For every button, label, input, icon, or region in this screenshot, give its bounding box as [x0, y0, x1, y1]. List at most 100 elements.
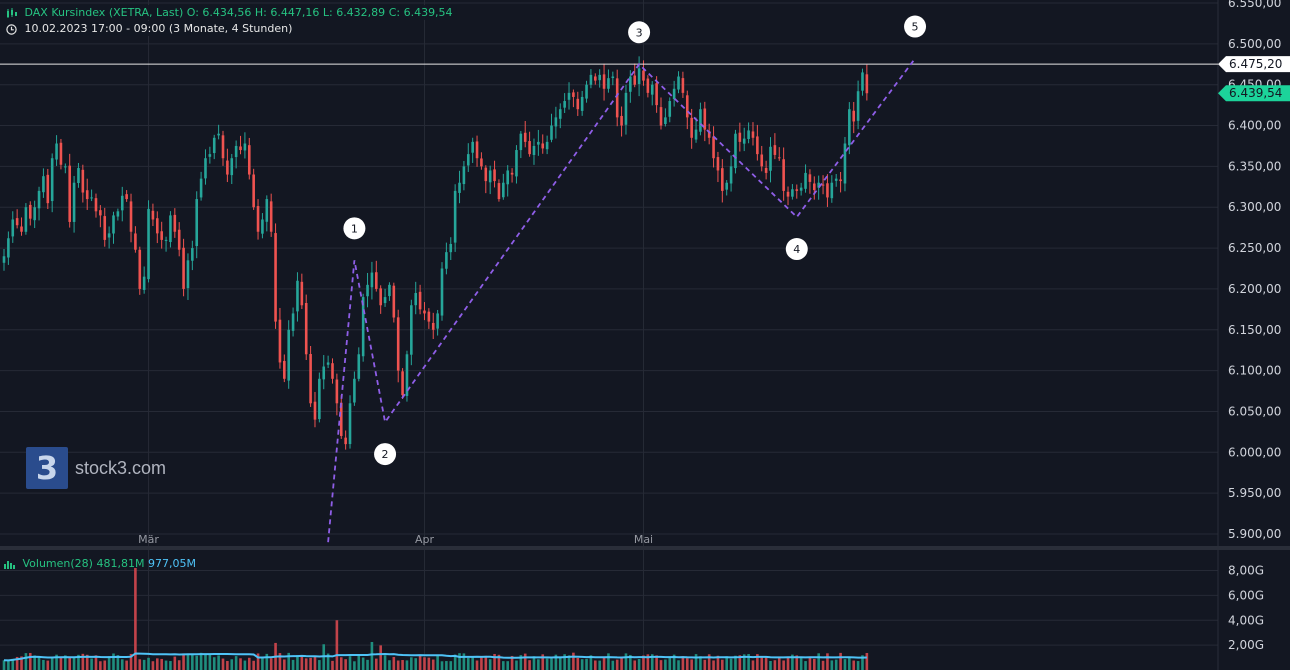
candle-body [462, 166, 466, 185]
volume-bar [839, 652, 842, 670]
wave-marker-label: 5 [912, 21, 919, 34]
candle-body [405, 354, 409, 396]
candle-body [24, 207, 28, 232]
candle-body [418, 291, 422, 310]
volume-bar [418, 654, 422, 670]
volume-bar [576, 658, 580, 670]
time-range-legend[interactable]: 10.02.2023 17:00 - 09:00 (3 Monate, 4 St… [4, 21, 297, 36]
volume-bar [436, 654, 439, 670]
candle-body [208, 154, 212, 157]
candle-body [313, 401, 317, 420]
volume-average-line [3, 652, 867, 662]
volume-bar [59, 657, 63, 670]
volume-bar [50, 657, 54, 670]
volume-bar [230, 659, 234, 670]
volume-bar [865, 652, 869, 670]
candle-body [335, 379, 339, 404]
wave-marker-label: 2 [382, 448, 389, 461]
candle-body [572, 92, 575, 97]
volume-average: 977,05M [147, 557, 196, 570]
wave-marker [374, 443, 397, 466]
volume-bar [388, 660, 391, 670]
candle-body [567, 92, 571, 100]
volume-bar [427, 657, 431, 670]
volume-bar [637, 658, 641, 670]
volume-bar [646, 654, 650, 670]
volume-bar [55, 654, 58, 670]
volume-bar [848, 656, 851, 670]
volume-bar [804, 661, 807, 670]
volume-bar [554, 654, 558, 670]
candle-body [226, 160, 229, 175]
candle-body [103, 216, 107, 240]
volume-bar [291, 659, 295, 670]
volume-bar [116, 655, 120, 670]
volume-bar [685, 658, 689, 670]
volume-bar [756, 654, 759, 670]
volume-bar [611, 660, 615, 670]
candle-body [344, 437, 347, 445]
candle-body [655, 83, 658, 106]
candle-body [353, 378, 356, 403]
elliott-wave[interactable]: 1 2 3 4 5 [327, 15, 927, 543]
volume-bar [528, 660, 531, 670]
volume-bar [331, 660, 334, 670]
volume-bars-icon [4, 560, 15, 569]
ohlc-open: O: 6.434,56 [186, 6, 252, 19]
volume-bar [134, 568, 137, 670]
candle-body [357, 354, 361, 379]
volume-bar [769, 661, 772, 670]
volume-bar [256, 653, 260, 670]
candle-body [37, 190, 41, 209]
volume-bar [523, 653, 527, 670]
candle-body [77, 168, 80, 184]
candle-body [488, 170, 492, 183]
candle-body [156, 218, 159, 234]
candle-body [361, 297, 365, 357]
candle-body [283, 360, 286, 379]
candle-body [677, 76, 680, 90]
candle-body [440, 268, 444, 316]
candle-body [664, 117, 667, 124]
volume-bar [112, 653, 115, 670]
volume-bar [366, 659, 369, 670]
symbol-legend[interactable]: DAX Kursindex (XETRA, Last) O: 6.434,56 … [4, 5, 457, 20]
volume-legend[interactable]: Volumen(28) 481,81M 977,05M [4, 556, 196, 571]
volume-bar [716, 655, 720, 670]
volume-bar [449, 661, 453, 670]
volume-bar [747, 653, 750, 670]
volume-bar [160, 658, 163, 670]
candle-body [120, 195, 124, 211]
volume-bar [287, 652, 290, 670]
candles-icon [7, 7, 17, 18]
volume-bar [607, 653, 610, 670]
volume-bar [764, 657, 768, 670]
volume-bar [629, 654, 632, 670]
volume-bar [580, 659, 584, 670]
candle-body [177, 229, 181, 250]
volume-bar [589, 655, 593, 670]
volume-bar [173, 656, 177, 670]
volume-bar [751, 660, 755, 670]
candle-body [493, 169, 496, 182]
candle-body [594, 76, 597, 81]
volume-bar [493, 653, 496, 670]
volume-bar [37, 657, 41, 670]
candle-body [107, 233, 111, 238]
candle-body [773, 145, 777, 155]
ohlc-low: L: 6.432,89 [322, 6, 386, 19]
volume-tick-label: 2,00G [1228, 638, 1264, 652]
candle-body [681, 78, 685, 93]
candle-body [112, 215, 115, 234]
volume-bar [383, 655, 387, 670]
candle-body [813, 183, 816, 191]
volume-bar [834, 659, 838, 670]
candle-body [348, 403, 352, 445]
candle-body [856, 91, 860, 121]
candle-body [50, 158, 54, 202]
x-tick-label: Mär [138, 533, 159, 546]
volume-bar [721, 659, 724, 670]
volume-bar [699, 656, 702, 670]
